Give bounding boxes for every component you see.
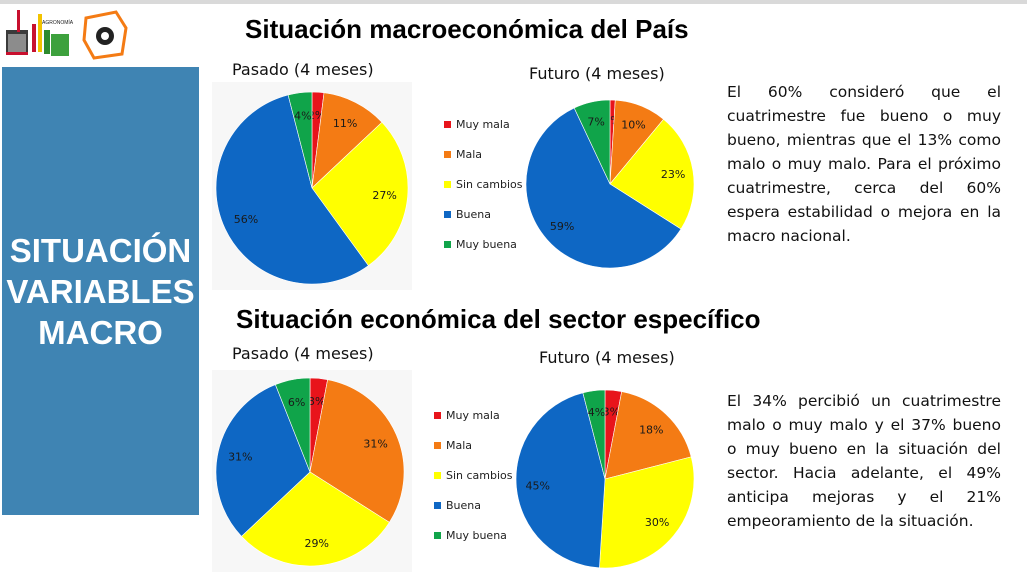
university-logo-icon (6, 10, 28, 55)
pie-slice-sin-cambios (609, 118, 695, 230)
pie-slice-muy-buena (275, 377, 311, 473)
pie-data-label: 56% (234, 213, 258, 226)
legend-item: Mala (444, 140, 523, 170)
svg-text:AGRONOMÍA: AGRONOMÍA (42, 19, 74, 26)
institution-logos: AGRONOMÍA (6, 10, 128, 60)
pie-data-label: 7% (587, 116, 604, 129)
pie-data-label: 59% (550, 220, 574, 233)
pie-slice-sin-cambios (241, 471, 390, 567)
legend-item: Buena (444, 199, 523, 229)
pie-slice-buena (525, 107, 682, 269)
legend-swatch (434, 501, 441, 509)
pie-title: Futuro (4 meses) (529, 64, 665, 83)
legend-swatch (444, 121, 451, 129)
pie-data-label: 45% (525, 479, 549, 492)
pie-slice-muy-buena (582, 389, 606, 480)
pie-data-label: 23% (661, 168, 685, 181)
pie-title: Pasado (4 meses) (232, 344, 374, 363)
legend-swatch (434, 471, 441, 479)
legend-item: Buena (434, 490, 513, 520)
pie-data-label: 29% (304, 537, 328, 550)
legend-item: Sin cambios (444, 170, 523, 200)
pie-slice-mala (604, 391, 692, 480)
section-title-sector: Situación económica del sector específic… (236, 304, 761, 334)
legend-swatch (444, 151, 451, 159)
pie-slice-mala (311, 92, 383, 189)
legend-item: Muy buena (434, 520, 513, 550)
sidebar-panel: SITUACIÓN VARIABLES MACRO (2, 67, 199, 515)
sidebar-title: SITUACIÓN VARIABLES MACRO (6, 231, 195, 351)
chart-legend: Muy mala Mala Sin cambios Buena Muy buen… (444, 110, 523, 259)
pie-data-label: 3% (603, 406, 620, 419)
description-text-macro: El 60% consideró que el cuatrimestre fue… (727, 83, 1001, 245)
legend-item: Muy mala (444, 110, 523, 140)
pie-slice-sin-cambios (599, 456, 695, 569)
pie-data-label: 3% (308, 395, 325, 408)
legend-swatch (434, 442, 441, 450)
pie-title: Futuro (4 meses) (539, 348, 675, 367)
pie-data-label: 27% (372, 189, 396, 202)
legend-swatch (444, 210, 451, 218)
pie-slice-buena (215, 94, 369, 285)
legend-item: Sin cambios (434, 461, 513, 491)
legend-item: Muy mala (434, 401, 513, 431)
pie-title: Pasado (4 meses) (232, 60, 374, 79)
top-border (0, 0, 1027, 4)
legend-swatch (444, 240, 451, 248)
legend-item: Muy buena (444, 229, 523, 259)
pie-data-label: 31% (363, 438, 387, 451)
legend-swatch (434, 531, 441, 539)
legend-swatch (444, 180, 451, 188)
legend-swatch (434, 412, 441, 420)
agronomia-logo-icon: AGRONOMÍA (32, 14, 74, 56)
pie-data-label: 6% (288, 396, 305, 409)
pie-chart-macro-futuro: 1% 10%23%59%7% (525, 99, 695, 269)
pie-slice-buena (515, 392, 606, 569)
description-text-sector: El 34% percibió un cuatrimestre malo o m… (727, 392, 1001, 530)
pie-slice-sin-cambios (311, 121, 409, 267)
pie-slice-muy-buena (573, 99, 611, 185)
legend-item: Mala (434, 431, 513, 461)
pie-slice-buena (215, 384, 311, 537)
pie-chart-macro-pasado: 2%11%27%56%4% (215, 91, 409, 285)
chart-legend: Muy mala Mala Sin cambios Buena Muy buen… (434, 401, 513, 550)
pie-chart-sector-pasado: 3% 31% 29% 31% 6% (215, 377, 405, 567)
pie-data-label: 31% (228, 450, 252, 463)
pie-data-label: 11% (333, 117, 357, 130)
gear-logo-icon (82, 10, 128, 60)
pie-slice-muy-buena (287, 91, 313, 189)
pie-data-label: 4% (294, 110, 311, 123)
pie-chart-sector-futuro: 3% 18% 30% 45% 4% (515, 389, 695, 569)
pie-data-label: 30% (645, 516, 669, 529)
pie-data-label: 18% (639, 424, 663, 437)
section-title-macro: Situación macroeconómica del País (245, 14, 689, 44)
pie-data-label: 4% (588, 406, 605, 419)
pie-data-label: 10% (621, 119, 645, 132)
